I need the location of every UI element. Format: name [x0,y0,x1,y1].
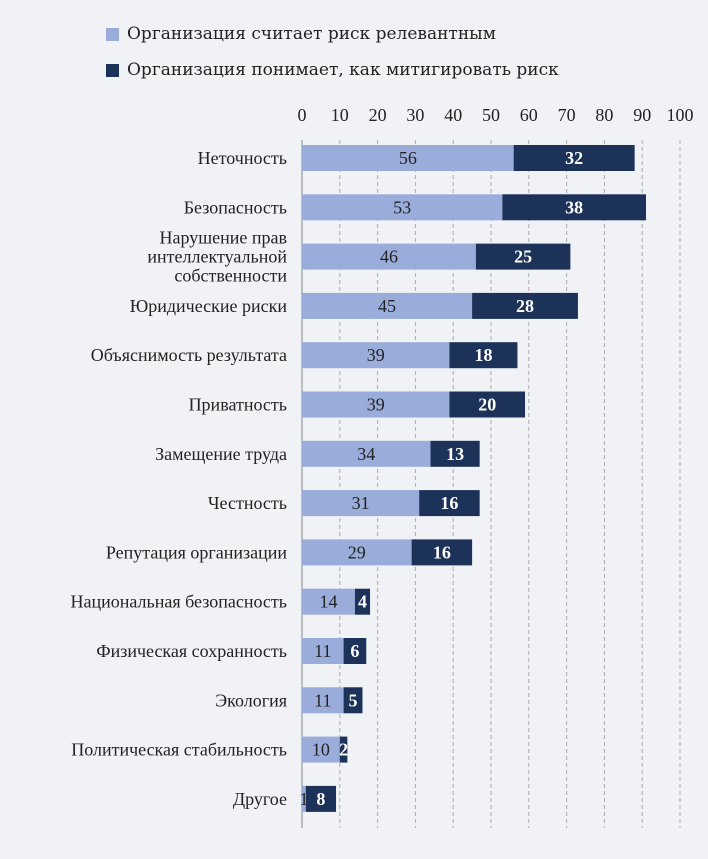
legend-label-mitigate: Организация понимает, как митигировать р… [127,60,559,80]
data-label: 8 [316,789,325,809]
x-tick-label: 40 [444,105,462,125]
bar-segment [343,687,363,714]
category-label: Приватность [189,395,287,415]
data-label: 39 [367,345,385,365]
category-label: Репутация организации [106,542,288,562]
bar-segment [354,588,371,615]
bar-segment [430,440,480,467]
data-label: 11 [314,641,331,661]
bar-segment [302,145,514,171]
x-tick-label: 0 [298,105,307,125]
data-label: 10 [312,740,330,760]
data-label: 2 [339,740,348,760]
bar-segment [302,490,420,517]
data-label: 18 [474,345,492,365]
category-label: Политическая стабильность [71,740,287,760]
x-tick-label: 90 [633,105,651,125]
category-label: Честность [208,493,287,513]
x-tick-label: 20 [369,105,387,125]
data-label: 11 [314,690,331,710]
bar-segment [513,145,635,171]
x-tick-label: 100 [667,105,694,125]
bar-segment [302,638,344,664]
category-label: Замещение труда [155,444,287,464]
x-tick-label: 30 [406,105,424,125]
data-label: 46 [380,247,398,267]
bar-segment [411,539,473,566]
data-label: 28 [516,296,534,316]
data-label: 20 [478,395,496,415]
x-tick-label: 80 [595,105,613,125]
bar-segment [305,785,337,812]
category-label: Объяснимость результата [91,345,287,365]
bar-segment [472,292,578,319]
bar-segment [302,194,503,221]
legend-swatch-relevant [106,27,119,41]
bar-segment [419,490,480,517]
data-label: 29 [348,542,366,562]
legend-swatch-mitigate [106,63,119,77]
data-label: 16 [433,542,451,562]
category-label: Юридические риски [130,296,288,316]
x-tick-label: 50 [482,105,500,125]
data-label: 16 [440,493,458,513]
bar-segment [302,785,306,812]
bar-segment [343,638,367,664]
bar-segment [449,391,526,418]
bar-segment [475,243,571,270]
data-label: 39 [367,395,385,415]
category-label: Экология [215,690,287,710]
data-label: 1 [299,789,308,809]
legend-item-relevant: Организация считает риск релевантным [106,20,559,48]
x-tick-label: 10 [331,105,349,125]
data-label: 14 [319,592,337,612]
category-label: Неточность [198,148,287,168]
data-label: 31 [352,493,370,513]
data-label: 4 [358,592,367,612]
bar-segment [302,243,476,270]
bar-segment [302,292,473,319]
x-tick-label: 60 [520,105,538,125]
data-label: 6 [350,641,359,661]
data-label: 25 [514,247,532,267]
bar-segment [302,342,450,369]
category-label: Нарушение прав интеллектуальной собственно… [147,228,287,286]
legend-item-mitigate: Организация понимает, как митигировать р… [106,56,559,84]
category-label: Безопасность [184,197,287,217]
bar-segment [339,736,348,763]
bar-segment [302,391,450,418]
bar-segment [302,588,355,615]
legend: Организация считает риск релевантным Орг… [106,20,559,92]
category-label: Национальная безопасность [70,592,287,612]
bar-segment [502,194,646,221]
legend-label-relevant: Организация считает риск релевантным [127,24,496,44]
data-label: 53 [393,197,411,217]
bar-segment [302,736,340,763]
bar-segment [302,687,344,714]
bar-segment [302,539,412,566]
data-label: 45 [378,296,396,316]
category-label: Физическая сохранность [96,641,287,661]
bar-segment [302,440,431,467]
category-label: Другое [233,789,287,809]
data-label: 5 [349,690,358,710]
data-label: 32 [565,148,583,168]
data-label: 13 [446,444,464,464]
data-label: 38 [565,197,583,217]
x-tick-label: 70 [558,105,576,125]
bar-segment [449,342,518,369]
data-label: 56 [399,148,417,168]
data-label: 34 [357,444,375,464]
